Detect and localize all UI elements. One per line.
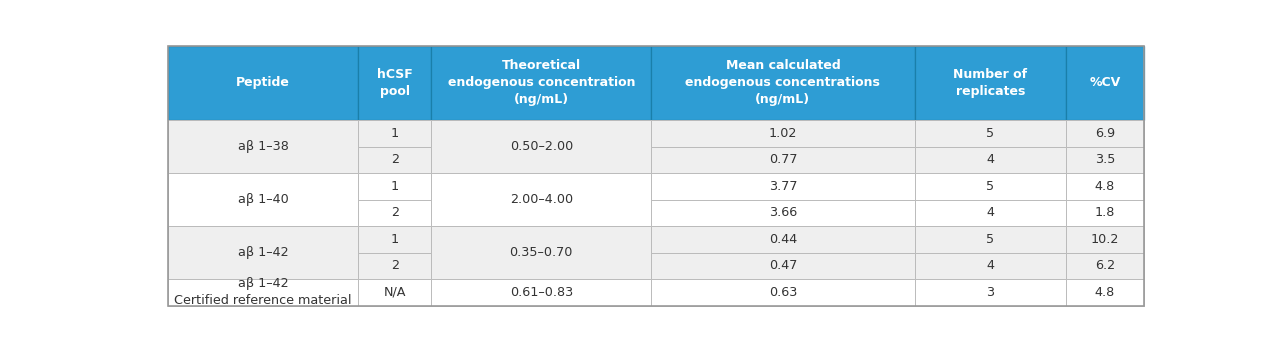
Bar <box>1066 279 1144 306</box>
Text: 1.8: 1.8 <box>1094 206 1115 219</box>
Text: 2.00–4.00: 2.00–4.00 <box>509 193 573 206</box>
Text: 1.02: 1.02 <box>769 127 797 140</box>
Text: 2: 2 <box>390 206 399 219</box>
Text: 6.2: 6.2 <box>1094 259 1115 272</box>
Bar <box>358 226 431 253</box>
Text: aβ 1–42: aβ 1–42 <box>238 246 288 259</box>
Bar <box>915 200 1066 226</box>
Bar <box>1066 147 1144 173</box>
Bar <box>1066 200 1144 226</box>
Bar <box>431 120 652 173</box>
Bar <box>1066 120 1144 147</box>
Bar <box>915 46 1066 120</box>
Text: 1: 1 <box>390 233 399 246</box>
Bar <box>915 226 1066 253</box>
Text: 5: 5 <box>987 127 995 140</box>
Text: 3.5: 3.5 <box>1094 153 1115 166</box>
Text: Number of
replicates: Number of replicates <box>954 68 1028 98</box>
Text: Theoretical
endogenous concentration
(ng/mL): Theoretical endogenous concentration (ng… <box>448 60 635 106</box>
Bar <box>652 46 915 120</box>
Bar <box>915 173 1066 200</box>
Bar <box>358 147 431 173</box>
Bar <box>652 226 915 253</box>
Bar <box>431 226 652 279</box>
Bar <box>652 200 915 226</box>
Text: 4: 4 <box>987 259 995 272</box>
Text: 2: 2 <box>390 259 399 272</box>
Bar <box>358 120 431 147</box>
Text: hCSF
pool: hCSF pool <box>378 68 412 98</box>
Text: 10.2: 10.2 <box>1091 233 1119 246</box>
Text: 0.44: 0.44 <box>769 233 797 246</box>
Bar <box>168 226 358 279</box>
Text: N/A: N/A <box>384 286 406 299</box>
Bar <box>358 46 431 120</box>
Bar <box>1066 253 1144 279</box>
Text: 5: 5 <box>987 233 995 246</box>
Text: Mean calculated
endogenous concentrations
(ng/mL): Mean calculated endogenous concentration… <box>686 60 881 106</box>
Text: 1: 1 <box>390 127 399 140</box>
Bar <box>358 200 431 226</box>
Text: 4: 4 <box>987 206 995 219</box>
Text: aβ 1–40: aβ 1–40 <box>238 193 288 206</box>
Text: 1: 1 <box>390 180 399 193</box>
Text: 3.77: 3.77 <box>769 180 797 193</box>
Bar <box>168 173 358 226</box>
Text: 0.77: 0.77 <box>769 153 797 166</box>
Bar <box>652 173 915 200</box>
Bar <box>915 253 1066 279</box>
Text: 0.61–0.83: 0.61–0.83 <box>509 286 573 299</box>
Bar <box>652 253 915 279</box>
Bar <box>1066 46 1144 120</box>
Text: Peptide: Peptide <box>237 77 291 89</box>
Text: 4.8: 4.8 <box>1094 180 1115 193</box>
Bar <box>431 46 652 120</box>
Text: 0.35–0.70: 0.35–0.70 <box>509 246 573 259</box>
Bar <box>652 120 915 147</box>
Bar <box>431 279 652 306</box>
Bar <box>1066 226 1144 253</box>
Text: 4.8: 4.8 <box>1094 286 1115 299</box>
Bar <box>431 173 652 226</box>
Bar <box>358 173 431 200</box>
Text: aβ 1–38: aβ 1–38 <box>238 140 288 153</box>
Bar <box>358 279 431 306</box>
Bar <box>358 253 431 279</box>
Bar <box>915 120 1066 147</box>
Text: 0.47: 0.47 <box>769 259 797 272</box>
Bar <box>915 147 1066 173</box>
Bar <box>168 46 358 120</box>
Bar <box>168 120 358 173</box>
Text: aβ 1–42
Certified reference material: aβ 1–42 Certified reference material <box>174 277 352 307</box>
Text: 3.66: 3.66 <box>769 206 797 219</box>
Text: 0.63: 0.63 <box>769 286 797 299</box>
Text: 6.9: 6.9 <box>1094 127 1115 140</box>
Text: 5: 5 <box>987 180 995 193</box>
Bar <box>168 279 358 306</box>
Text: 2: 2 <box>390 153 399 166</box>
Bar <box>652 279 915 306</box>
Bar <box>1066 173 1144 200</box>
Bar <box>915 279 1066 306</box>
Bar <box>652 147 915 173</box>
Text: 3: 3 <box>987 286 995 299</box>
Text: 0.50–2.00: 0.50–2.00 <box>509 140 573 153</box>
Text: 4: 4 <box>987 153 995 166</box>
Text: %CV: %CV <box>1089 77 1121 89</box>
